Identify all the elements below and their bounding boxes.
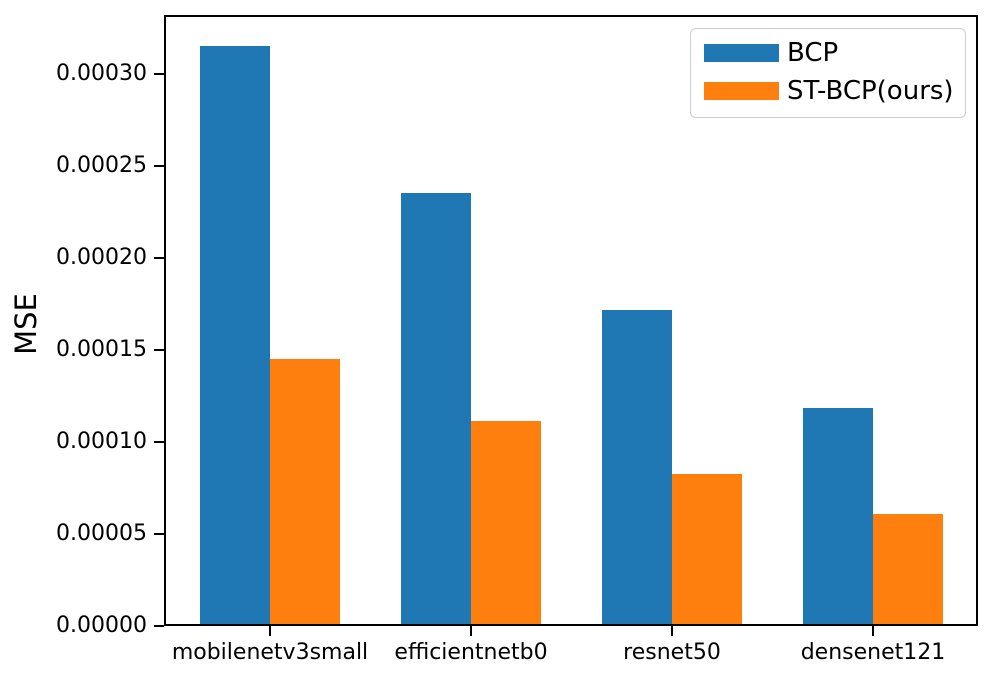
- x-tick-mark: [470, 626, 472, 636]
- x-tick-label-resnet50: resnet50: [623, 640, 721, 665]
- y-tick-mark: [154, 349, 164, 351]
- y-tick-mark: [154, 165, 164, 167]
- x-tick-mark: [269, 626, 271, 636]
- y-tick-label: 0.00010: [56, 429, 147, 454]
- legend: BCP ST-BCP(ours): [690, 28, 966, 118]
- x-tick-mark: [872, 626, 874, 636]
- y-tick-label: 0.00000: [56, 613, 147, 638]
- y-tick-mark: [154, 625, 164, 627]
- legend-label: ST-BCP(ours): [787, 76, 954, 106]
- y-tick-mark: [154, 441, 164, 443]
- bar-bcp-densenet121: [803, 408, 873, 624]
- y-tick-label: 0.00020: [56, 245, 147, 270]
- bar-bcp-efficientnetb0: [401, 193, 471, 624]
- y-tick-mark: [154, 257, 164, 259]
- y-tick-mark: [154, 533, 164, 535]
- legend-item-st-bcp-ours: ST-BCP(ours): [704, 76, 965, 106]
- legend-swatch-st-bcp-ours: [704, 82, 779, 100]
- y-tick-label: 0.00025: [56, 153, 147, 178]
- legend-item-bcp: BCP: [704, 38, 965, 68]
- y-tick-label: 0.00005: [56, 521, 147, 546]
- x-tick-label-efficientnetb0: efficientnetb0: [394, 640, 548, 665]
- x-tick-label-mobilenetv3small: mobilenetv3small: [171, 640, 369, 665]
- x-tick-mark: [671, 626, 673, 636]
- bar-st-bcp-ours-efficientnetb0: [471, 421, 541, 624]
- legend-label: BCP: [787, 38, 839, 68]
- legend-swatch-bcp: [704, 44, 779, 62]
- bar-st-bcp-ours-mobilenetv3small: [270, 359, 340, 624]
- bar-st-bcp-ours-densenet121: [873, 514, 943, 624]
- y-tick-label: 0.00030: [56, 61, 147, 86]
- y-tick-label: 0.00015: [56, 337, 147, 362]
- x-tick-label-densenet121: densenet121: [800, 640, 946, 665]
- bar-bcp-resnet50: [602, 310, 672, 624]
- bar-bcp-mobilenetv3small: [200, 46, 270, 624]
- bar-st-bcp-ours-resnet50: [672, 474, 742, 624]
- y-tick-mark: [154, 73, 164, 75]
